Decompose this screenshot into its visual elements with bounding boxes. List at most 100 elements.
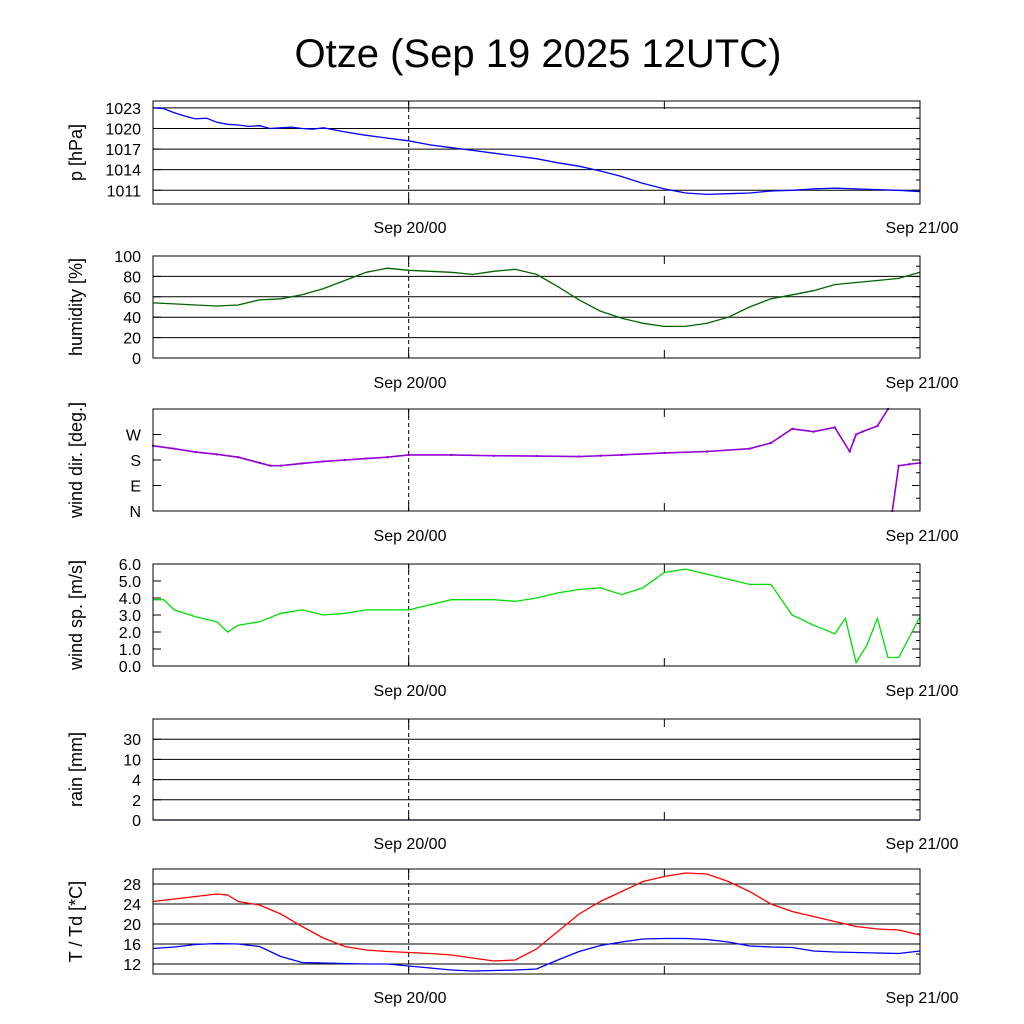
y-tick-label: 30 — [123, 732, 141, 749]
data-point — [908, 463, 911, 466]
panel-humidity: 100 80 60 40 20 0 humidity [%] Sep 20/00 Sep 21/… — [66, 249, 959, 392]
y-axis-label: humidity [%] — [66, 258, 86, 356]
x-tick-label: Sep 21/00 — [886, 683, 959, 700]
y-tick-label: 1023 — [105, 101, 141, 118]
data-point — [769, 441, 773, 445]
y-tick-label: 100 — [114, 249, 141, 266]
panel-frame — [152, 408, 921, 512]
y-axis-label: wind sp. [m/s] — [66, 560, 86, 671]
chart-title: Otze (Sep 19 2025 12UTC) — [295, 32, 782, 76]
y-tick-label: S — [130, 453, 141, 470]
panel-frame — [152, 868, 921, 975]
data-point — [258, 461, 261, 465]
data-point — [450, 453, 453, 457]
data-point — [876, 424, 879, 428]
y-tick-label: 6.0 — [119, 557, 141, 574]
data-point — [833, 426, 836, 429]
data-point — [343, 458, 346, 462]
panel-frame — [152, 255, 921, 359]
x-tick-label: Sep 21/00 — [886, 528, 959, 545]
data-point — [577, 455, 581, 458]
series-wind-direction — [151, 407, 922, 513]
x-tick-label: Sep 20/00 — [374, 990, 447, 1007]
y-tick-label: 40 — [123, 310, 141, 327]
data-point — [279, 464, 283, 467]
data-point — [492, 454, 496, 457]
panel-wind-speed: 6.05.04.03.02.01.00.0 wind sp. [m/s] Sep 2… — [66, 557, 959, 700]
series-line-temperature-1 — [152, 937, 921, 972]
y-tick-label: 5.0 — [119, 574, 141, 591]
y-tick-label: 24 — [123, 897, 141, 914]
panel-rain: 30 10 4 2 0 rain [mm] Sep 20/00 Sep 21/00 — [66, 718, 959, 853]
y-tick-label: 20 — [123, 917, 141, 934]
y-tick-label: 80 — [123, 269, 141, 286]
panel-frame — [152, 100, 921, 205]
y-tick-label: 1.0 — [119, 642, 141, 659]
data-point — [748, 447, 751, 450]
data-point — [848, 450, 851, 453]
y-tick-label: 20 — [123, 331, 141, 348]
y-tick-label: 1020 — [105, 121, 141, 138]
data-point — [364, 457, 368, 460]
x-tick-label: Sep 21/00 — [886, 375, 959, 392]
data-point — [407, 453, 410, 457]
data-point — [705, 450, 709, 453]
x-tick-label: Sep 20/00 — [374, 375, 447, 392]
y-tick-label: N — [129, 504, 141, 521]
panel-temperature: 28 24 20 16 12 T / Td [*C] Sep 20/00 Sep 21/00 — [66, 868, 959, 1007]
data-point — [790, 427, 794, 431]
data-point — [173, 447, 176, 450]
y-tick-label: 4 — [132, 773, 141, 790]
data-point — [535, 454, 538, 458]
y-tick-label: 12 — [123, 957, 141, 974]
x-tick-label: Sep 21/00 — [886, 836, 959, 853]
y-tick-label: 3.0 — [119, 608, 141, 625]
panel-frame — [152, 718, 921, 821]
y-tick-label: E — [130, 479, 141, 496]
series-line-temperature-0 — [152, 872, 921, 962]
x-tick-label: Sep 20/00 — [374, 220, 447, 237]
y-tick-label: 1017 — [105, 142, 141, 159]
data-point — [599, 454, 602, 457]
y-tick-label: 16 — [123, 937, 141, 954]
series-line-humidity-0 — [152, 267, 921, 328]
series-line-pressure-0 — [152, 107, 921, 196]
y-tick-label: 0 — [132, 813, 141, 830]
y-tick-label: 4.0 — [119, 591, 141, 608]
y-axis-label: p [hPa] — [66, 124, 86, 181]
x-tick-label: Sep 20/00 — [374, 528, 447, 545]
data-point — [854, 433, 858, 436]
y-tick-label: 0.0 — [119, 659, 141, 676]
data-point — [852, 438, 856, 442]
data-point — [268, 464, 272, 467]
y-tick-label: W — [126, 428, 142, 445]
y-tick-label: 2.0 — [119, 625, 141, 642]
y-tick-label: 1014 — [105, 163, 141, 180]
data-point — [322, 460, 325, 463]
y-tick-label: 1011 — [107, 183, 142, 200]
data-point — [620, 453, 623, 457]
panel-pressure: 1023 1020 1017 1014 1011 p [hPa] Sep 20/00 Sep … — [66, 100, 959, 237]
data-point — [861, 430, 864, 433]
data-point — [386, 455, 389, 459]
x-tick-label: Sep 20/00 — [374, 683, 447, 700]
data-point — [812, 430, 815, 433]
x-tick-label: Sep 21/00 — [886, 990, 959, 1007]
y-axis-label: T / Td [*C] — [66, 881, 86, 962]
y-tick-label: 2 — [132, 793, 141, 810]
y-axis-label: wind dir. [deg.] — [66, 402, 86, 519]
data-point — [215, 453, 219, 456]
data-point — [237, 455, 240, 459]
panel-frame — [152, 563, 921, 667]
y-tick-label: 0 — [132, 351, 141, 368]
data-point — [194, 450, 197, 454]
data-point — [300, 462, 304, 465]
y-axis-label: rain [mm] — [66, 732, 86, 807]
y-tick-label: 10 — [123, 752, 141, 769]
wind-direction-trace — [152, 408, 921, 512]
y-tick-label: 28 — [123, 877, 141, 894]
series-line-wind-speed-0 — [153, 568, 921, 665]
x-tick-label: Sep 21/00 — [886, 220, 959, 237]
